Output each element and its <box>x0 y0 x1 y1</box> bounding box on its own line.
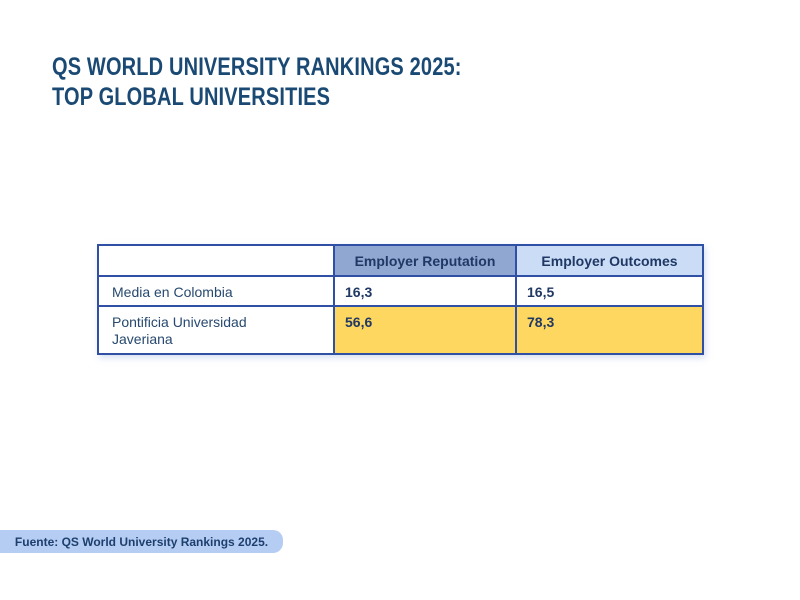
page-title: QS WORLD UNIVERSITY RANKINGS 2025: TOP G… <box>52 52 462 112</box>
source-badge: Fuente: QS World University Rankings 202… <box>0 530 283 553</box>
cell-employer-outcomes-highlighted: 78,3 <box>515 305 704 355</box>
rankings-table: Employer Reputation Employer Outcomes Me… <box>97 244 704 355</box>
row-label-text: Media en Colombia <box>112 284 233 300</box>
page-title-line1: QS WORLD UNIVERSITY RANKINGS 2025: <box>52 53 462 81</box>
row-label: Pontificia Universidad Javeriana <box>97 305 335 355</box>
cell-employer-reputation: 16,3 <box>333 275 517 307</box>
table-header-row: Employer Reputation Employer Outcomes <box>97 244 704 277</box>
row-label-text: Pontificia Universidad Javeriana <box>112 314 247 347</box>
cell-employer-reputation-highlighted: 56,6 <box>333 305 517 355</box>
header-employer-reputation: Employer Reputation <box>333 244 517 277</box>
page-title-line2: TOP GLOBAL UNIVERSITIES <box>52 83 331 111</box>
cell-employer-outcomes: 16,5 <box>515 275 704 307</box>
row-label: Media en Colombia <box>97 275 335 307</box>
source-text: Fuente: QS World University Rankings 202… <box>14 534 269 549</box>
table-row-pontificia-universidad-javeriana: Pontificia Universidad Javeriana 56,6 78… <box>97 305 704 355</box>
table-row-media-en-colombia: Media en Colombia 16,3 16,5 <box>97 275 704 307</box>
blank-header-cell <box>97 244 335 277</box>
header-employer-outcomes: Employer Outcomes <box>515 244 704 277</box>
